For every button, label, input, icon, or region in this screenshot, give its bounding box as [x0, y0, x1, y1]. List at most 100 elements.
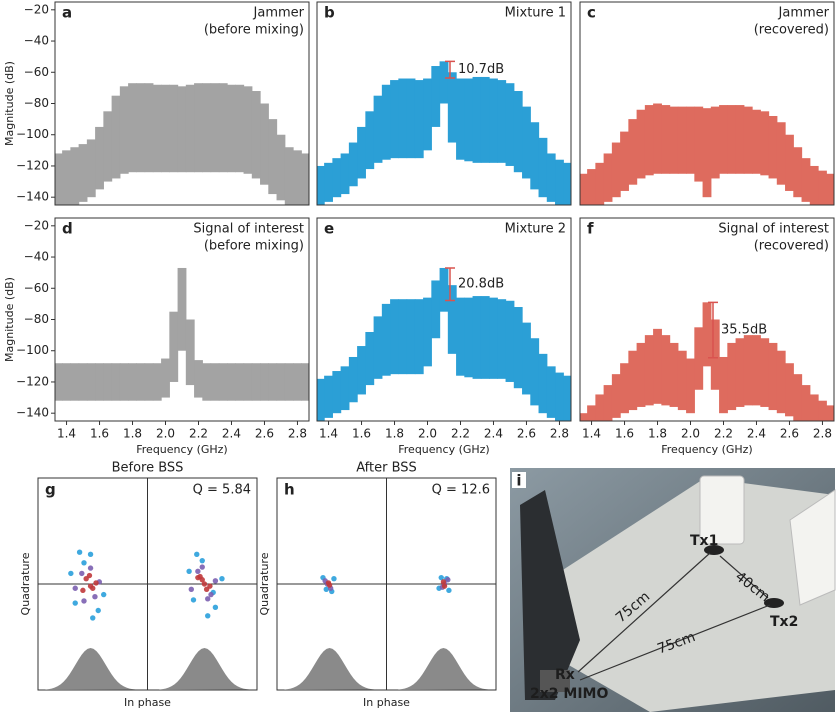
- y-tick-label: −120: [16, 158, 49, 172]
- spectrum-range: [809, 165, 819, 205]
- panel-title: After BSS: [356, 461, 417, 476]
- spectrum-range: [398, 78, 408, 159]
- symbol-point: [199, 564, 205, 570]
- x-axis-label: In phase: [363, 696, 410, 709]
- panel-title: (before mixing): [204, 23, 304, 38]
- spectrum-range: [406, 78, 416, 159]
- spectrum-range: [644, 335, 654, 406]
- spectrum-range: [381, 303, 391, 376]
- y-axis-label: Magnitude (dB): [3, 277, 16, 362]
- spectrum-range: [497, 80, 507, 163]
- spectrum-range: [826, 173, 834, 205]
- x-tick-label: 2.4: [222, 427, 241, 441]
- symbol-point: [194, 551, 200, 558]
- spectrum-range: [661, 335, 671, 406]
- symbol-point: [195, 574, 201, 581]
- spectrum-range: [513, 307, 523, 389]
- spectrum-range: [603, 153, 613, 202]
- spectrum-panel: a Jammer (before mixing) −140 −120 −100 −80 −60…: [3, 1, 310, 206]
- spectrum-range: [423, 297, 432, 367]
- x-tick-label: 2.2: [714, 427, 733, 441]
- antenna-tx2: [789, 489, 836, 606]
- spectrum-range: [86, 139, 96, 198]
- spectrum-range: [826, 405, 834, 421]
- spectrum-range: [317, 165, 325, 205]
- spectrum-range: [423, 78, 432, 151]
- spectrum-range: [260, 103, 269, 185]
- spectrum-range: [62, 150, 71, 205]
- spectrum-range: [522, 322, 531, 395]
- symbol-point: [331, 576, 337, 582]
- panel-letter: g: [45, 481, 56, 499]
- panel-letter: d: [62, 220, 73, 238]
- spectrum-range: [785, 134, 794, 191]
- spectrum-range: [661, 105, 671, 174]
- spectrum-range: [161, 84, 170, 173]
- spectrum-range: [464, 297, 474, 378]
- spectrum-range: [202, 83, 212, 173]
- symbol-point: [79, 570, 85, 577]
- x-axis-label: Frequency (GHz): [136, 443, 227, 456]
- panel-title: Signal of interest: [718, 222, 829, 237]
- spectrum-range: [340, 153, 350, 195]
- spectrum-range: [348, 356, 358, 403]
- symbol-point: [446, 587, 452, 594]
- symbol-point: [90, 615, 96, 621]
- spectrum-range: [555, 159, 564, 205]
- symbol-point: [186, 568, 192, 574]
- spectrum-range: [373, 316, 383, 379]
- x-tick-label: 2.0: [418, 427, 437, 441]
- spectrum-range: [793, 147, 803, 198]
- symbol-point: [212, 604, 219, 611]
- arrow: [577, 552, 711, 673]
- x-tick-label: 2.8: [550, 427, 569, 441]
- spectrum-range: [456, 297, 465, 376]
- spectrum-range: [719, 105, 728, 174]
- panel-letter: i: [516, 472, 521, 490]
- spectrum-range: [727, 105, 737, 174]
- spectrum-range: [489, 297, 498, 379]
- spectrum-range: [218, 83, 228, 173]
- spectrum-range: [144, 363, 154, 401]
- symbol-point: [438, 574, 444, 581]
- annotation-label: 20.8dB: [458, 277, 504, 292]
- spectrum-range: [497, 299, 507, 379]
- spectrum-range: [447, 72, 457, 143]
- spectrum-range: [480, 76, 490, 163]
- spectrum-range: [785, 363, 794, 417]
- spectrum-range: [505, 300, 515, 382]
- annotation-label: 10.7dB: [458, 62, 504, 77]
- spectrum-panel: b Mixture 1 10.7dB: [316, 1, 572, 206]
- spectrum: [317, 61, 571, 205]
- symbol-point: [440, 579, 447, 585]
- antenna-base: [704, 545, 724, 555]
- spectrum-range: [694, 327, 704, 390]
- spectrum-range: [185, 319, 195, 386]
- symbol-point: [87, 551, 94, 558]
- spectrum-range: [128, 363, 137, 401]
- spectrum-range: [611, 142, 621, 198]
- q-value: Q = 12.6: [432, 483, 490, 498]
- spectrum-range: [760, 111, 770, 176]
- tx2-label: Tx2: [770, 614, 798, 630]
- y-axis-label: Quadrature: [258, 552, 271, 615]
- frame: [579, 1, 835, 206]
- y-tick-label: −140: [16, 190, 49, 204]
- spectrum-range: [768, 115, 778, 179]
- spectrum-range: [546, 153, 556, 202]
- frame: [579, 217, 835, 422]
- spectrum-range: [169, 84, 179, 173]
- symbol-point: [207, 583, 213, 589]
- spectrum-range: [169, 311, 179, 382]
- spectrum-range: [719, 356, 728, 414]
- spectrum-range: [752, 335, 761, 406]
- spectrum-range: [251, 363, 261, 401]
- y-tick-label: −40: [24, 250, 49, 264]
- spectrum-range: [111, 95, 121, 179]
- spectrum-range: [587, 169, 596, 205]
- distribution: [284, 648, 375, 690]
- spectrum-range: [522, 106, 531, 179]
- spectrum-range: [735, 338, 745, 407]
- spectrum-range: [480, 296, 490, 379]
- x-axis-label: In phase: [124, 696, 171, 709]
